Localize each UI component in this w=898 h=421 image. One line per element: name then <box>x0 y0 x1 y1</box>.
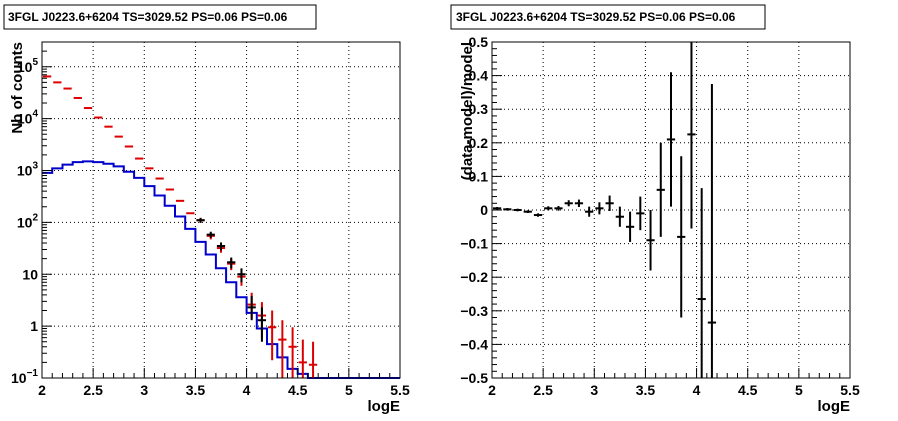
x-tick-label: 3 <box>140 382 148 398</box>
left-black-points <box>196 217 267 342</box>
y-tick-label: 0.4 <box>469 68 489 84</box>
right-panel: 3FGL J0223.6+6204 TS=3029.52 PS=0.06 PS=… <box>450 4 860 415</box>
x-tick-label: 4 <box>243 382 251 398</box>
right-grid <box>492 42 850 378</box>
y-tick-label: 1 <box>30 318 38 334</box>
y-tick-label: −0.1 <box>460 236 488 252</box>
x-tick-label: 3 <box>590 382 598 398</box>
y-tick-label: 0.5 <box>469 34 489 50</box>
right-chart-title: 3FGL J0223.6+6204 TS=3029.52 PS=0.06 PS=… <box>456 10 736 24</box>
x-tick-label: 4.5 <box>288 382 308 398</box>
left-grid <box>42 42 400 378</box>
y-tick-label: 10 <box>22 266 38 282</box>
x-tick-label: 5.5 <box>840 382 860 398</box>
x-tick-label: 2.5 <box>83 382 103 398</box>
left-model-histogram <box>42 160 400 379</box>
left-chart-title: 3FGL J0223.6+6204 TS=3029.52 PS=0.06 PS=… <box>8 10 288 24</box>
y-tick-label: 0 <box>480 202 488 218</box>
x-tick-label: 2.5 <box>533 382 553 398</box>
left-x-ticks: 2 2.5 3 3.5 4 4.5 5 5.5 <box>38 368 410 398</box>
y-tick-label: −0.5 <box>460 370 488 386</box>
x-tick-label: 4.5 <box>738 382 758 398</box>
y-tick-label: 0.1 <box>469 168 489 184</box>
y-tick-label: 0.2 <box>469 135 489 151</box>
y-tick-label: 10−1 <box>11 368 38 386</box>
right-residual-points <box>493 42 717 378</box>
left-plot-frame <box>41 41 401 379</box>
model-histogram-line <box>42 160 400 379</box>
x-tick-label: 3.5 <box>186 382 206 398</box>
y-tick-label: 0.3 <box>469 101 489 117</box>
y-tick-label: 103 <box>17 161 39 179</box>
x-tick-label: 4 <box>693 382 701 398</box>
right-x-ticks: 2 2.5 3 3.5 4 4.5 5 5.5 <box>488 368 860 398</box>
right-y-axis-label: (data-model)/model <box>459 42 476 180</box>
right-title-box <box>450 4 766 30</box>
y-tick-label: 102 <box>17 212 39 230</box>
y-tick-label: −0.3 <box>460 303 488 319</box>
right-y-ticks: −0.5 −0.4 −0.3 −0.2 −0.1 0 0.1 0.2 0.3 0.4 0.5 <box>460 34 502 386</box>
left-y-axis-label: Nb of counts <box>9 42 26 134</box>
right-x-axis-label: logE <box>818 398 851 415</box>
left-x-axis-label: logE <box>368 398 401 415</box>
y-tick-label: 105 <box>17 57 39 75</box>
y-tick-label: 104 <box>17 109 39 127</box>
x-tick-label: 3.5 <box>636 382 656 398</box>
y-tick-label: −0.2 <box>460 269 488 285</box>
x-tick-label: 5 <box>345 382 353 398</box>
x-tick-label: 2 <box>488 382 496 398</box>
x-tick-label: 5 <box>795 382 803 398</box>
x-tick-label: 2 <box>38 382 46 398</box>
left-title-box <box>3 4 317 30</box>
left-y-ticks: 10−1 1 10 102 103 104 105 <box>11 41 52 386</box>
left-red-points <box>43 75 318 378</box>
x-tick-label: 5.5 <box>390 382 410 398</box>
y-tick-label: −0.4 <box>460 336 488 352</box>
left-panel: 3FGL J0223.6+6204 TS=3029.52 PS=0.06 PS=… <box>3 4 410 415</box>
